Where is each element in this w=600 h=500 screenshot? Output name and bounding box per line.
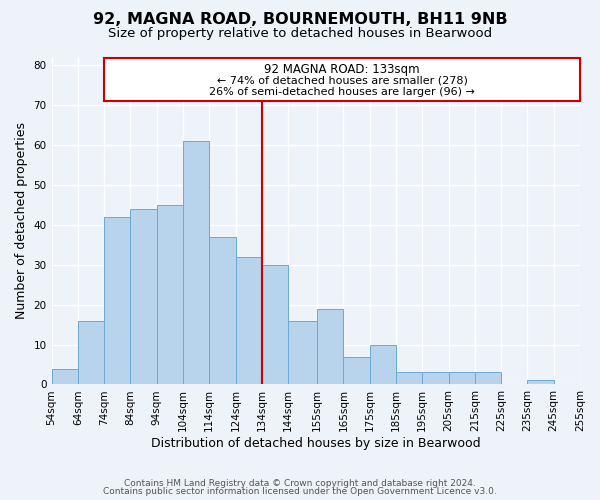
Bar xyxy=(449,372,475,384)
Text: Contains public sector information licensed under the Open Government Licence v3: Contains public sector information licen… xyxy=(103,487,497,496)
Bar xyxy=(343,356,370,384)
Bar xyxy=(157,205,183,384)
Bar xyxy=(475,372,501,384)
Bar xyxy=(527,380,554,384)
Bar xyxy=(209,237,236,384)
Bar xyxy=(183,141,209,384)
Bar xyxy=(236,257,262,384)
Text: 26% of semi-detached houses are larger (96) →: 26% of semi-detached houses are larger (… xyxy=(209,88,475,98)
Text: 92, MAGNA ROAD, BOURNEMOUTH, BH11 9NB: 92, MAGNA ROAD, BOURNEMOUTH, BH11 9NB xyxy=(92,12,508,28)
Bar xyxy=(104,217,130,384)
Bar xyxy=(422,372,449,384)
Text: Size of property relative to detached houses in Bearwood: Size of property relative to detached ho… xyxy=(108,28,492,40)
Bar xyxy=(262,265,288,384)
Text: 92 MAGNA ROAD: 133sqm: 92 MAGNA ROAD: 133sqm xyxy=(264,64,420,76)
Text: Contains HM Land Registry data © Crown copyright and database right 2024.: Contains HM Land Registry data © Crown c… xyxy=(124,478,476,488)
Bar xyxy=(317,308,343,384)
FancyBboxPatch shape xyxy=(104,58,580,102)
X-axis label: Distribution of detached houses by size in Bearwood: Distribution of detached houses by size … xyxy=(151,437,481,450)
Bar xyxy=(288,320,317,384)
Bar xyxy=(78,320,104,384)
Bar xyxy=(52,368,78,384)
Bar xyxy=(396,372,422,384)
Text: ← 74% of detached houses are smaller (278): ← 74% of detached houses are smaller (27… xyxy=(217,76,467,86)
Bar xyxy=(370,344,396,385)
Y-axis label: Number of detached properties: Number of detached properties xyxy=(15,122,28,320)
Bar xyxy=(130,209,157,384)
